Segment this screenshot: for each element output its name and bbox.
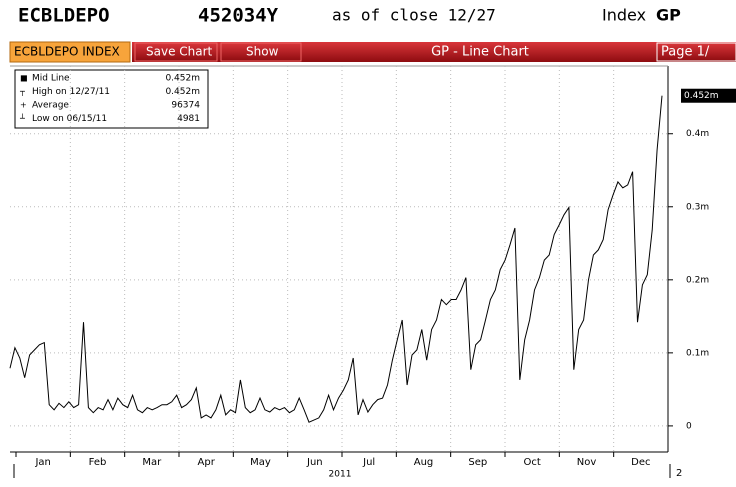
security-button[interactable] — [9, 41, 131, 63]
legend-name: Average — [32, 101, 69, 111]
x-tick-label: Apr — [198, 457, 216, 468]
legend-value: 0.452m — [165, 87, 200, 97]
as-of: as of close 12/27 — [332, 6, 496, 25]
y-tick-label: 0.2m — [686, 275, 709, 285]
page-button[interactable] — [656, 42, 736, 62]
save-button[interactable] — [134, 42, 218, 62]
header-value: 452034Y — [198, 5, 279, 27]
x-tick-label: Oct — [524, 457, 541, 468]
legend-icon: ┴ — [19, 113, 25, 123]
legend-value: 0.452m — [165, 74, 200, 84]
y-tick-label: 0.1m — [686, 348, 709, 358]
legend-name: Mid Line — [32, 74, 70, 84]
legend — [14, 69, 209, 129]
page-number: 2 — [676, 468, 682, 479]
index-label: Index — [602, 6, 646, 25]
legend-icon: ┬ — [19, 87, 25, 97]
show-label: Show — [246, 45, 279, 59]
legend-value: 4981 — [177, 114, 200, 124]
y-tick-label: 0.4m — [686, 129, 709, 139]
y-tick-label: 0 — [686, 421, 692, 431]
function-code: GP — [656, 6, 681, 25]
legend-name: High on 12/27/11 — [32, 87, 110, 97]
x-tick-label: May — [250, 457, 271, 468]
security-label: ECBLDEPO INDEX — [14, 45, 120, 59]
page-label: Page 1/ — [661, 45, 710, 60]
x-tick-label: Mar — [142, 457, 162, 468]
x-tick-label: Sep — [468, 457, 487, 468]
x-tick-label: Dec — [631, 457, 650, 468]
toolbar-title: GP - Line Chart — [431, 45, 529, 60]
x-tick-label: Feb — [89, 457, 107, 468]
x-tick-label: Aug — [414, 457, 434, 468]
show-button[interactable] — [220, 42, 302, 62]
last-value-label: 0.452m — [684, 91, 719, 101]
legend-icon: + — [20, 101, 27, 110]
x-tick-label: Nov — [577, 457, 597, 468]
legend-value: 96374 — [171, 101, 200, 111]
x-tick-label: Jan — [34, 457, 50, 468]
ticker: ECBLDEPO — [18, 5, 110, 27]
legend-icon: ■ — [20, 74, 28, 83]
legend-name: Low on 06/15/11 — [32, 114, 107, 124]
last-value-box — [681, 88, 736, 103]
year-label: 2011 — [329, 470, 352, 480]
line-series — [9, 95, 663, 423]
x-tick-label: Jul — [362, 457, 375, 468]
x-tick-label: Jun — [306, 457, 323, 468]
y-tick-label: 0.3m — [686, 202, 709, 212]
save-label: Save Chart — [146, 45, 213, 59]
